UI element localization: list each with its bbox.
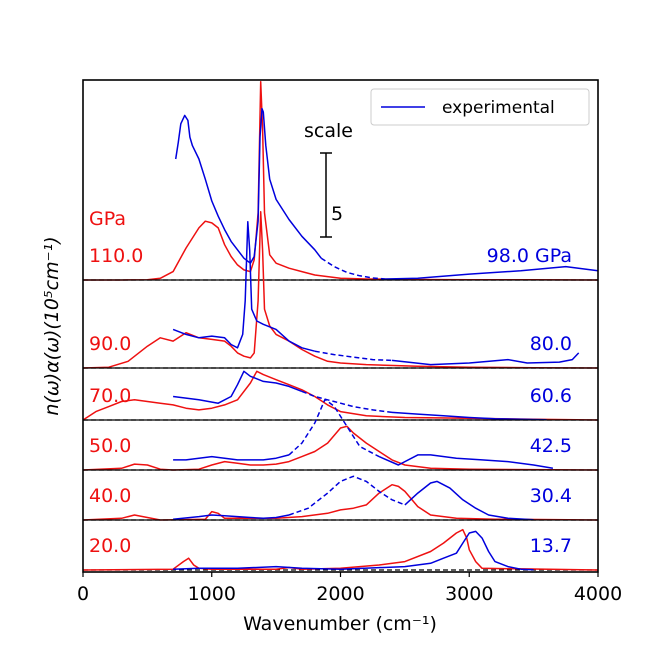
blue-tail-series-2 [391,411,547,421]
blue-pressure-label-5: 13.7 [530,535,572,557]
blue-series-2 [173,370,303,404]
panel-4: 40.0 30.4 [82,469,599,521]
panel-2: 70.0 60.6 [82,367,599,421]
blue-pressure-label-2: 60.6 [530,385,572,407]
red-pressure-label-2: 70.0 [89,385,131,407]
red-pressure-label-5: 20.0 [89,535,131,557]
panel-5: 20.0 13.7 [82,519,599,571]
blue-dashed-series-4 [288,475,406,516]
x-tick-label-2: 2000 [316,583,364,605]
blue-dashed-series-3 [288,398,380,458]
scale-title: scale [304,120,353,142]
red-pressure-label-1: 90.0 [89,333,131,355]
pressure-unit-left: GPa [89,208,126,230]
x-tick-label-1: 1000 [188,583,236,605]
red-pressure-label-4: 40.0 [89,485,131,507]
blue-pressure-label-1: 80.0 [530,333,572,355]
y-axis-label: n(ω)α(ω)(10⁵cm⁻¹) [41,236,63,415]
panels-layer: 110.0 98.0 GPa 90.0 80.0 70.0 60.6 50.0 42.5 40.… [82,81,599,571]
blue-pressure-label-3: 42.5 [530,435,572,457]
blue-dashed-series-2 [301,390,393,414]
legend-label: experimental [442,98,555,118]
red-series-1 [82,211,599,369]
red-series-4 [82,483,599,521]
x-tick-label-4: 4000 [574,583,622,605]
red-series-2 [82,370,599,421]
blue-series-4 [173,514,290,520]
scale-bar: scale 5 [304,120,353,238]
blue-dashed-series-1 [314,350,393,362]
panel-3: 50.0 42.5 [82,398,599,471]
x-ticks: 0 1000 2000 3000 4000 [77,572,622,605]
x-axis-label: Wavenumber (cm⁻¹) [243,613,437,635]
blue-tail-series-1 [391,352,580,366]
blue-tail-series-0 [385,265,599,280]
x-tick-label-3: 3000 [445,583,493,605]
legend-box [370,88,590,126]
blue-pressure-label-4: 30.4 [530,485,572,507]
legend: experimental [370,88,590,126]
blue-series-1 [172,221,315,352]
x-tick-label-0: 0 [77,583,89,605]
red-pressure-label-3: 50.0 [89,435,131,457]
scale-value: 5 [331,203,343,225]
red-series-5 [82,528,599,571]
blue-tail-series-4 [404,480,534,521]
blue-tail-series-3 [378,454,554,470]
plot-frame [82,79,599,573]
blue-series-3 [173,454,290,461]
red-pressure-label-0: 110.0 [89,245,143,267]
blue-dashed-series-0 [320,257,386,280]
blue-series-0 [174,107,322,264]
blue-pressure-label-0: 98.0 GPa [487,245,572,267]
blue-series-5 [173,530,534,571]
panel-1: 90.0 80.0 [82,211,599,369]
